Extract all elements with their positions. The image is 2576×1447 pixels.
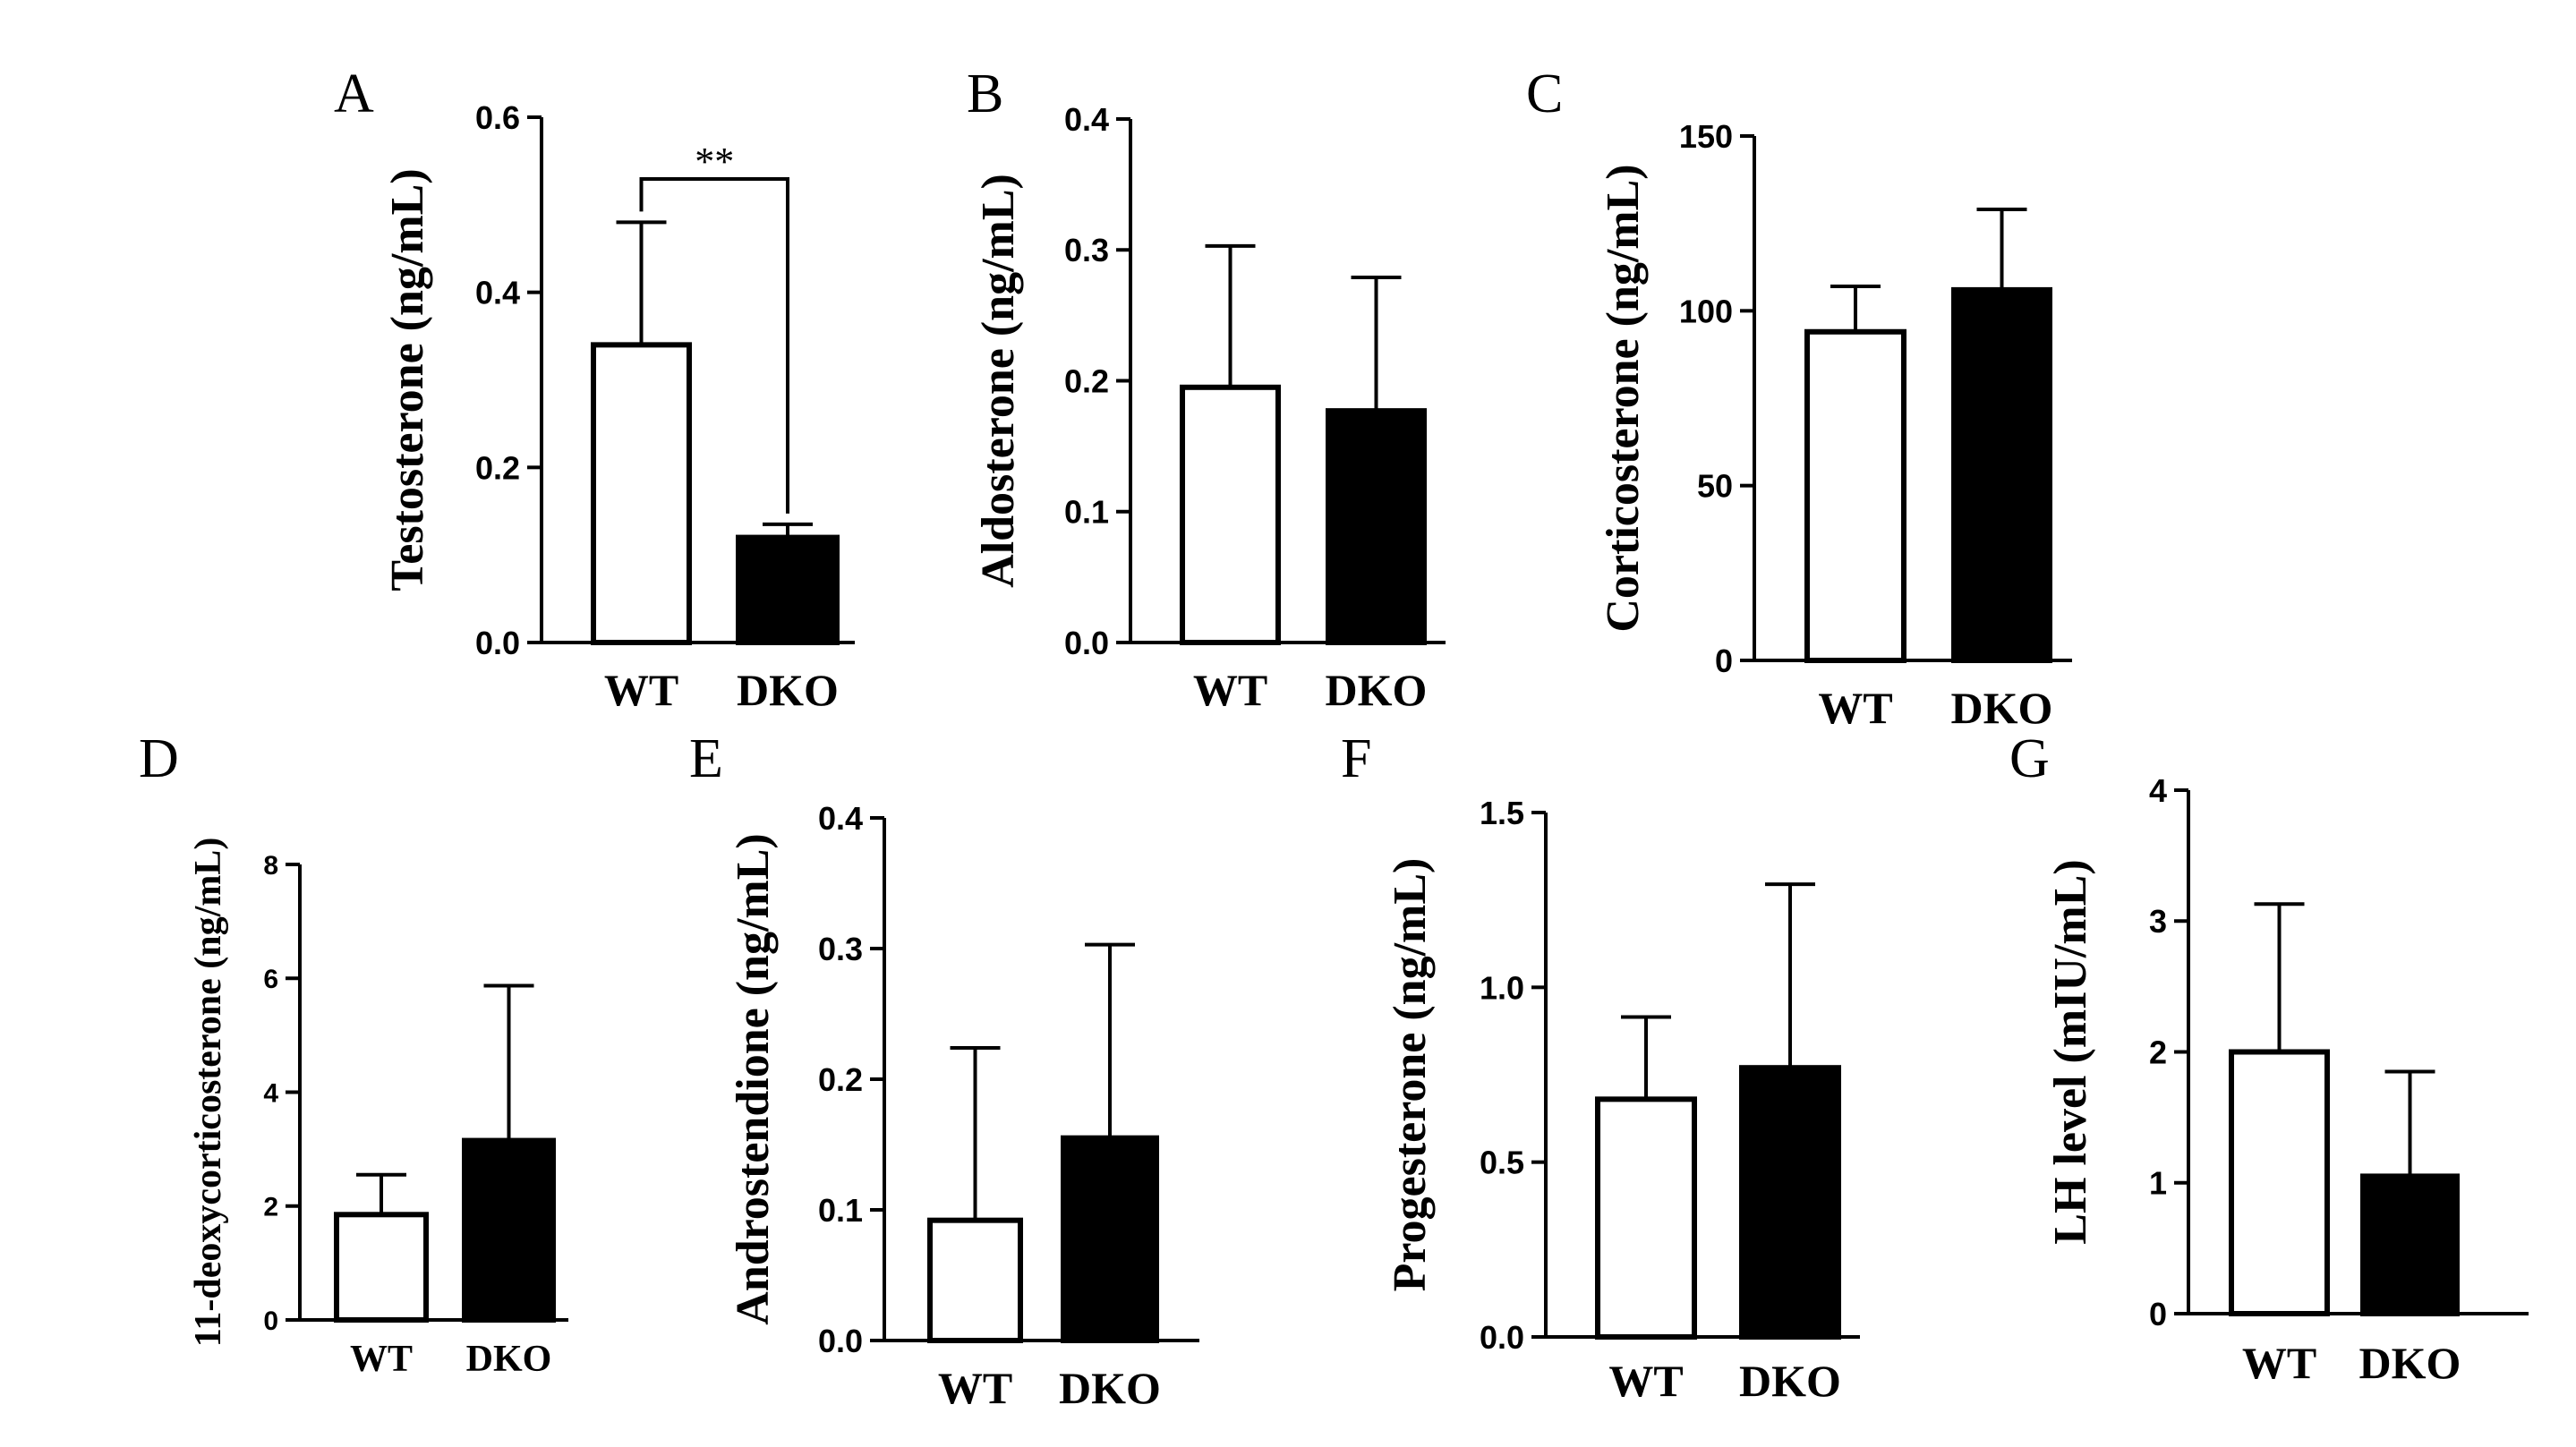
panel-b-ylabel: Aldosterone (ng/mL): [973, 174, 1024, 588]
panel-b: B 0.0 0.1 0.2 0.3 0.4 Aldosterone (ng/mL) WT DKO: [967, 64, 1446, 715]
panel-b-ytick-label: 0.3: [1064, 232, 1109, 268]
panel-f: F 0.0 0.5 1.0 1.5 Progesterone (ng/mL) WT DKO: [1341, 728, 1860, 1406]
panel-e-ytick-label: 0.1: [818, 1192, 863, 1229]
panel-g-ytick-label: 4: [2149, 772, 2167, 809]
panel-c-category-wt: WT: [1818, 683, 1892, 733]
panel-g: G 0 1 2 3 4 LH level (mIU/mL) WT DKO: [2009, 728, 2529, 1388]
panel-d-bar-wt: [334, 1212, 429, 1323]
panel-b-ytick-label: 0.0: [1064, 625, 1109, 661]
panel-f-letter: F: [1341, 728, 1371, 789]
panel-f-ytick-label: 1.0: [1480, 969, 1524, 1006]
panel-a-category-wt: WT: [604, 665, 678, 715]
panel-a-letter: A: [334, 64, 374, 124]
panel-b-letter: B: [967, 64, 1003, 124]
panel-f-ytick-label: 0.0: [1480, 1319, 1524, 1356]
panel-a-significance-label: **: [695, 140, 734, 183]
panel-a-category-dko: DKO: [737, 665, 839, 715]
panel-g-ylabel: LH level (mIU/mL): [2045, 859, 2096, 1244]
panel-d-ytick-label: 0: [263, 1307, 278, 1336]
panel-f-ytick-label: 1.5: [1480, 795, 1524, 831]
panel-c-ytick-label: 50: [1697, 468, 1733, 505]
panel-f-category-dko: DKO: [1739, 1356, 1841, 1406]
panel-e-ytick-label: 0.2: [818, 1061, 863, 1098]
panel-f-category-wt: WT: [1608, 1356, 1683, 1406]
panel-e-ytick-label: 0.0: [818, 1323, 863, 1359]
panel-e-ylabel: Androstendione (ng/mL): [728, 833, 779, 1324]
panel-d-ytick-label: 6: [263, 965, 278, 994]
panel-f-ylabel: Progesterone (ng/mL): [1385, 858, 1436, 1292]
panel-b-category-wt: WT: [1193, 665, 1267, 715]
panel-d-bar-dko: [462, 1137, 556, 1324]
panel-g-ytick-label: 1: [2149, 1165, 2167, 1202]
panel-d-category-wt: WT: [350, 1339, 413, 1380]
panel-a-bar-wt: [591, 342, 692, 645]
panel-b-ytick-label: 0.1: [1064, 494, 1109, 531]
panel-g-letter: G: [2009, 728, 2050, 789]
panel-d-letter: D: [139, 728, 179, 789]
panel-c-bar-dko: [1951, 286, 2052, 663]
panel-c-letter: C: [1526, 64, 1563, 124]
panel-g-ytick-label: 0: [2149, 1296, 2167, 1332]
panel-b-bar-dko: [1326, 408, 1427, 645]
panel-a-significance-bracket: [639, 177, 789, 514]
panel-a-ytick-label: 0.6: [475, 99, 520, 136]
panel-e-letter: E: [689, 728, 723, 789]
panel-c-ytick-label: 150: [1679, 118, 1733, 155]
panel-e-ytick-label: 0.3: [818, 931, 863, 967]
panel-d-ylabel: 11-deoxycorticosterone (ng/mL): [188, 838, 229, 1348]
panel-c-bar-wt: [1804, 328, 1906, 663]
panel-e-bar-dko: [1061, 1135, 1159, 1343]
panel-a-bar-dko: [736, 534, 840, 645]
panel-f-bar-dko: [1739, 1065, 1841, 1340]
panel-c: C 0 50 100 150 Corticosterone (ng/mL) WT DKO: [1526, 64, 2072, 733]
panel-c-ylabel: Corticosterone (ng/mL): [1598, 164, 1649, 632]
panel-f-ytick-label: 0.5: [1480, 1145, 1524, 1181]
panel-a: A 0.0 0.2 0.4 0.6 Testosterone (ng/mL) WT DKO **: [334, 64, 855, 715]
panel-g-bar-dko: [2360, 1173, 2460, 1316]
panel-c-ytick-label: 100: [1679, 293, 1733, 329]
panel-e-bar-wt: [927, 1217, 1023, 1344]
panel-a-ylabel: Testosterone (ng/mL): [382, 168, 433, 591]
panel-b-ytick-label: 0.4: [1064, 101, 1109, 138]
panel-e: E 0.0 0.1 0.2 0.3 0.4 Androstendione (ng/mL) WT…: [689, 728, 1199, 1413]
panel-e-category-wt: WT: [938, 1363, 1012, 1413]
panel-a-ytick-label: 0.2: [475, 449, 520, 486]
panel-g-ytick-label: 2: [2149, 1034, 2167, 1070]
panel-b-category-dko: DKO: [1326, 665, 1428, 715]
panel-d-category-dko: DKO: [466, 1339, 552, 1380]
panel-d-ytick-label: 2: [263, 1193, 278, 1222]
panel-e-category-dko: DKO: [1059, 1363, 1161, 1413]
panel-d-ytick-label: 8: [263, 851, 278, 881]
panel-g-category-wt: WT: [2242, 1338, 2316, 1388]
panel-b-bar-wt: [1180, 384, 1281, 645]
panel-d: D 0 2 4 6 8 11-deoxycorticosterone (ng/mL) WT DK…: [139, 728, 568, 1380]
panel-f-bar-wt: [1595, 1096, 1697, 1340]
panel-a-ytick-label: 0.0: [475, 625, 520, 661]
panel-a-ytick-label: 0.4: [475, 275, 520, 311]
panel-b-ytick-label: 0.2: [1064, 362, 1109, 399]
panel-g-bar-wt: [2229, 1049, 2330, 1316]
panel-c-ytick-label: 0: [1715, 643, 1733, 679]
panel-g-category-dko: DKO: [2359, 1338, 2461, 1388]
panel-g-ytick-label: 3: [2149, 903, 2167, 940]
panel-c-category-dko: DKO: [1951, 683, 2053, 733]
panel-d-ytick-label: 4: [263, 1078, 278, 1108]
panel-e-ytick-label: 0.4: [818, 800, 863, 837]
